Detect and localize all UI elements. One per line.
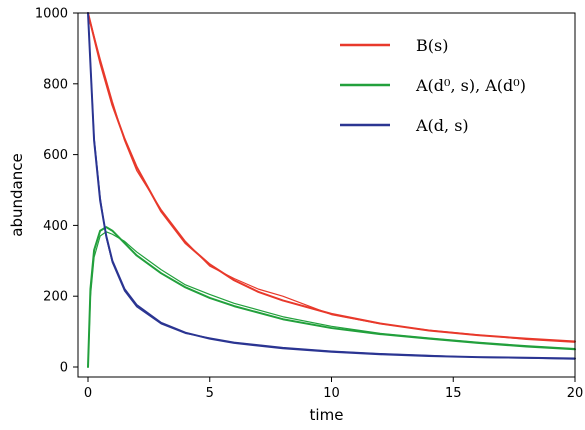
x-tick-label-2: 10 (323, 386, 340, 401)
x-tick-label-3: 15 (445, 386, 462, 401)
legend-label-1: A(d⁰, s), A(d⁰) (415, 76, 526, 95)
y-tick-label-3: 600 (43, 148, 68, 163)
y-tick-label-1: 200 (43, 290, 68, 305)
series-line-1 (88, 13, 575, 342)
series-line-2 (88, 227, 575, 367)
legend-label-2: A(d, s) (415, 116, 469, 135)
x-tick-label-4: 20 (567, 386, 584, 401)
y-tick-label-2: 400 (43, 219, 68, 234)
y-tick-label-0: 0 (60, 361, 68, 376)
legend-label-0: B(s) (416, 36, 448, 55)
series-line-4 (88, 13, 575, 359)
series-line-0 (88, 13, 575, 342)
x-tick-label-1: 5 (206, 386, 214, 401)
x-axis-label: time (310, 406, 344, 424)
series-line-3 (88, 232, 575, 367)
y-axis: 0 200 400 600 800 1000 (35, 7, 78, 376)
y-tick-label-5: 1000 (35, 7, 68, 22)
y-axis-label: abundance (8, 153, 26, 236)
x-tick-label-0: 0 (84, 386, 92, 401)
y-tick-label-4: 800 (43, 77, 68, 92)
x-axis: 0 5 10 15 20 (84, 377, 583, 401)
legend: B(s) A(d⁰, s), A(d⁰) A(d, s) (340, 36, 526, 135)
series-line-5 (88, 13, 575, 359)
plot-lines (88, 13, 575, 367)
